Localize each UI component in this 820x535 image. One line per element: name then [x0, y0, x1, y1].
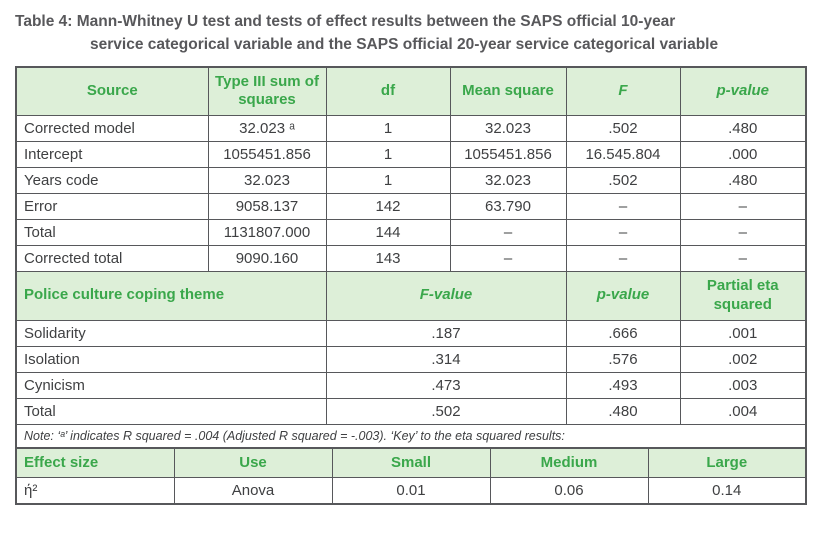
table-row: Years code 32.023 1 32.023 .502 .480 [15, 167, 807, 194]
table-cell: – [679, 219, 807, 246]
table-cell: .480 [679, 167, 807, 194]
table-row: Total .502 .480 .004 [15, 397, 807, 425]
table-cell: – [679, 193, 807, 220]
table-cell: 16.545.804 [565, 141, 681, 168]
table-cell: 0.14 [647, 477, 807, 505]
coping-header-row: Police culture coping theme F-value p-va… [15, 271, 807, 321]
table-caption: Table 4: Mann-Whitney U test and tests o… [15, 10, 805, 57]
table-cell: 143 [325, 245, 451, 272]
col-header-use: Use [173, 446, 333, 479]
table-caption-line2: service categorical variable and the SAP… [90, 36, 719, 54]
effect-header-row: Effect size Use Small Medium Large [15, 446, 807, 479]
table-cell: 1 [325, 167, 451, 194]
col-header-p-value-2: p-value [565, 271, 681, 321]
table-cell: 142 [325, 193, 451, 220]
col-header-source: Source [15, 66, 209, 116]
table-cell: .314 [325, 345, 567, 373]
row-label: Corrected total [15, 245, 209, 272]
row-label: Years code [15, 167, 209, 194]
table-cell: 1131807.000 [207, 219, 327, 246]
table-cell: .003 [679, 371, 807, 399]
col-header-large: Large [647, 446, 807, 479]
col-header-f: F [565, 66, 681, 116]
table-cell: .502 [565, 167, 681, 194]
table-row: Solidarity .187 .666 .001 [15, 319, 807, 347]
table-cell: .666 [565, 319, 681, 347]
table-cell: .502 [325, 397, 567, 425]
table-cell: 1055451.856 [449, 141, 567, 168]
table-caption-label: Table 4: [15, 13, 73, 30]
table-cell: – [565, 219, 681, 246]
table-cell: – [449, 245, 567, 272]
table-cell: – [449, 219, 567, 246]
table-row: Intercept 1055451.856 1 1055451.856 16.5… [15, 141, 807, 168]
table-cell: – [565, 245, 681, 272]
table-cell: .493 [565, 371, 681, 399]
table-cell: .480 [565, 397, 681, 425]
row-label: Total [15, 397, 327, 425]
col-header-df: df [325, 66, 451, 116]
anova-header-row: Source Type III sum of squares df Mean s… [15, 66, 807, 116]
table-row: Total 1131807.000 144 – – – [15, 219, 807, 246]
table-row: ή² Anova 0.01 0.06 0.14 [15, 477, 807, 505]
table-cell: 0.01 [331, 477, 491, 505]
col-header-medium: Medium [489, 446, 649, 479]
col-header-f-value: F-value [325, 271, 567, 321]
table-cell: 1 [325, 115, 451, 142]
table-cell: Anova [173, 477, 333, 505]
table-cell: .187 [325, 319, 567, 347]
table-cell: 0.06 [489, 477, 649, 505]
col-header-partial-eta-squared: Partial eta squared [679, 271, 807, 321]
table-cell: .002 [679, 345, 807, 373]
row-label: ή² [15, 477, 175, 505]
col-header-mean-square: Mean square [449, 66, 567, 116]
table-cell: 9058.137 [207, 193, 327, 220]
table-cell: 1 [325, 141, 451, 168]
table-cell: .576 [565, 345, 681, 373]
table-cell: 32.023 [449, 115, 567, 142]
table-row: Error 9058.137 142 63.790 – – [15, 193, 807, 220]
table-cell: 1055451.856 [207, 141, 327, 168]
table-cell: 32.023 [449, 167, 567, 194]
table-cell: 32.023 ᵃ [207, 115, 327, 142]
row-label: Cynicism [15, 371, 327, 399]
table-cell: .001 [679, 319, 807, 347]
table-cell: 63.790 [449, 193, 567, 220]
table-cell: .480 [679, 115, 807, 142]
row-label: Isolation [15, 345, 327, 373]
table-cell: – [679, 245, 807, 272]
effect-size-key-table: Effect size Use Small Medium Large ή² An… [15, 446, 807, 506]
col-header-coping-theme: Police culture coping theme [15, 271, 327, 321]
row-label: Intercept [15, 141, 209, 168]
table-cell: .473 [325, 371, 567, 399]
row-label: Corrected model [15, 115, 209, 142]
row-label: Total [15, 219, 209, 246]
table-row: Isolation .314 .576 .002 [15, 345, 807, 373]
stats-table: Source Type III sum of squares df Mean s… [15, 65, 807, 449]
table-cell: .004 [679, 397, 807, 425]
table-row: Corrected model 32.023 ᵃ 1 32.023 .502 .… [15, 115, 807, 142]
table-row: Cynicism .473 .493 .003 [15, 371, 807, 399]
table-row: Corrected total 9090.160 143 – – – [15, 245, 807, 272]
note-row: Note: ‘ᵃ’ indicates R squared = .004 (Ad… [15, 423, 807, 448]
col-header-p-value: p-value [679, 66, 807, 116]
table-note: Note: ‘ᵃ’ indicates R squared = .004 (Ad… [15, 423, 807, 448]
row-label: Error [15, 193, 209, 220]
col-header-small: Small [331, 446, 491, 479]
row-label: Solidarity [15, 319, 327, 347]
table-cell: .000 [679, 141, 807, 168]
table-cell: 32.023 [207, 167, 327, 194]
table-cell: 9090.160 [207, 245, 327, 272]
table-cell: 144 [325, 219, 451, 246]
col-header-type3-sum: Type III sum of squares [207, 66, 327, 116]
col-header-effect-size: Effect size [15, 446, 175, 479]
table-cell: – [565, 193, 681, 220]
table-caption-line1: Mann-Whitney U test and tests of effect … [76, 13, 676, 30]
table-cell: .502 [565, 115, 681, 142]
